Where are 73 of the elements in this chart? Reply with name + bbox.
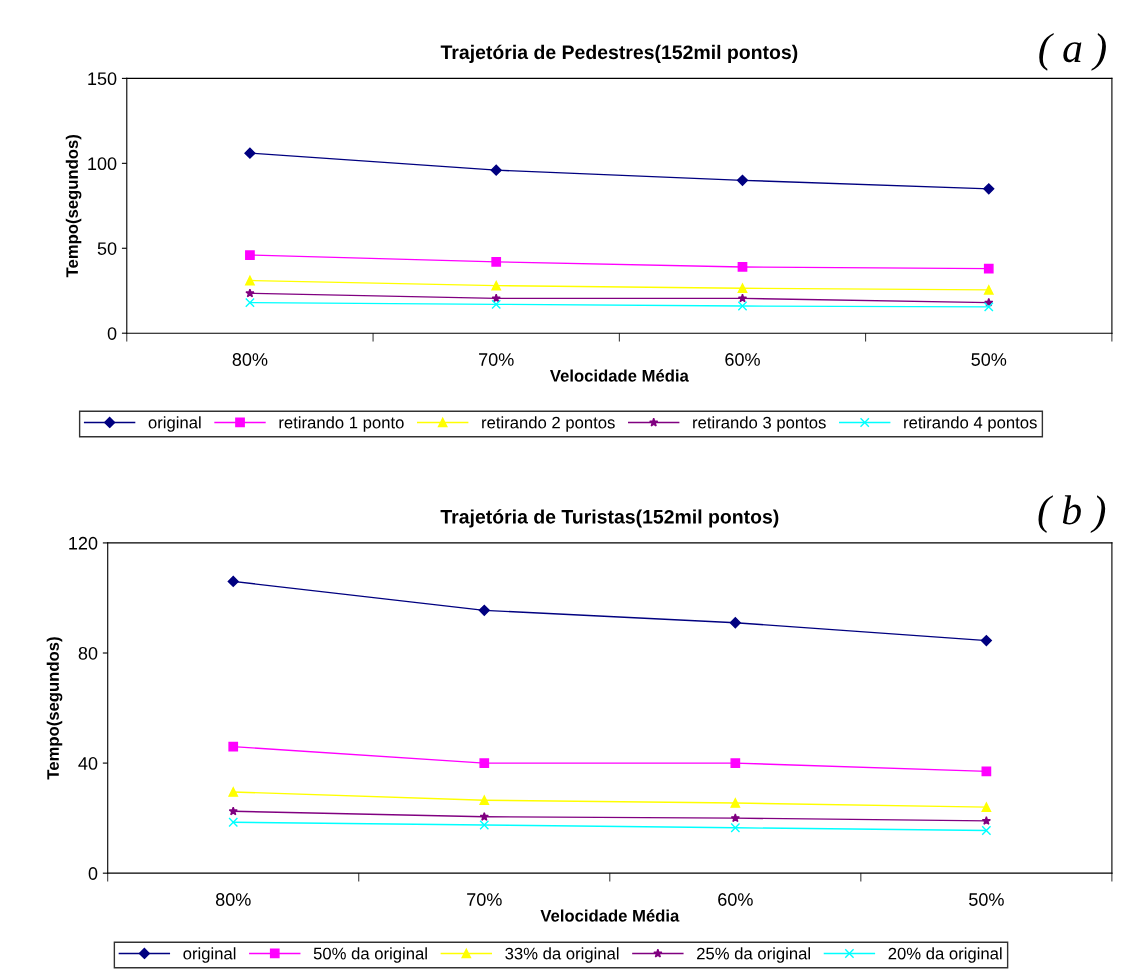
point bbox=[491, 256, 502, 267]
point bbox=[983, 183, 995, 195]
y-axis-title: Tempo(segundos) bbox=[65, 135, 82, 278]
point bbox=[490, 164, 502, 176]
point bbox=[245, 250, 255, 260]
point bbox=[981, 766, 992, 777]
y-tick-label: 0 bbox=[88, 867, 98, 880]
point bbox=[245, 297, 255, 308]
point bbox=[983, 302, 994, 312]
x-tick-label: 60% bbox=[718, 893, 753, 906]
point bbox=[737, 283, 748, 294]
x-tick-label: 60% bbox=[725, 353, 760, 366]
legend-label: 50% da original bbox=[313, 947, 427, 963]
x-tick-label: 70% bbox=[479, 353, 514, 366]
point bbox=[730, 822, 741, 833]
point bbox=[244, 147, 256, 159]
point bbox=[245, 275, 255, 286]
x-axis-title: Velocidade Média bbox=[549, 369, 689, 382]
point bbox=[227, 575, 239, 588]
x-tick-label: 80% bbox=[215, 893, 251, 906]
legend-label: original bbox=[148, 416, 201, 432]
point bbox=[491, 280, 502, 291]
legend-label: 20% da original bbox=[888, 947, 1002, 963]
x-tick-label: 50% bbox=[969, 893, 1004, 906]
point bbox=[228, 806, 238, 816]
point bbox=[479, 820, 490, 830]
y-tick-label: 40 bbox=[78, 757, 98, 770]
point bbox=[730, 798, 741, 808]
point bbox=[981, 816, 992, 825]
x-tick-label: 70% bbox=[467, 893, 502, 906]
chart-title: Trajetória de Pedestres(152mil pontos) bbox=[440, 44, 798, 63]
legend-label: retirando 4 pontos bbox=[904, 416, 1037, 432]
point bbox=[245, 288, 255, 298]
legend-label: 33% da original bbox=[505, 947, 619, 963]
y-tick-label: 120 bbox=[69, 536, 98, 550]
point bbox=[737, 301, 748, 311]
chart-title: Trajetória de Turistas(152mil pontos) bbox=[440, 509, 779, 528]
point bbox=[228, 741, 239, 752]
y-axis-title: Tempo(segundos) bbox=[46, 637, 63, 780]
point bbox=[737, 262, 748, 272]
legend-label: retirando 3 pontos bbox=[693, 416, 826, 432]
x-tick-label: 50% bbox=[971, 353, 1007, 366]
point bbox=[730, 758, 741, 768]
y-tick-label: 0 bbox=[107, 327, 117, 340]
legend-label: original bbox=[183, 947, 236, 963]
y-tick-label: 100 bbox=[88, 157, 117, 171]
point bbox=[479, 795, 490, 806]
legend-label: retirando 2 pontos bbox=[482, 416, 615, 432]
point bbox=[479, 758, 490, 768]
point bbox=[730, 813, 740, 823]
point bbox=[491, 299, 502, 310]
point bbox=[228, 787, 239, 797]
point bbox=[737, 293, 748, 303]
point bbox=[983, 263, 994, 274]
point bbox=[228, 817, 239, 828]
point bbox=[983, 285, 994, 295]
point bbox=[980, 635, 992, 647]
text: ( a ) bbox=[1039, 32, 1106, 71]
point bbox=[981, 802, 992, 812]
point bbox=[479, 811, 489, 821]
legend-label: 25% da original bbox=[697, 947, 810, 963]
y-tick-label: 150 bbox=[88, 72, 117, 86]
legend-label: retirando 1 ponto bbox=[279, 416, 404, 432]
x-tick-label: 80% bbox=[232, 353, 268, 366]
y-tick-label: 80 bbox=[78, 646, 98, 660]
point bbox=[729, 617, 741, 629]
y-tick-label: 50 bbox=[97, 242, 117, 255]
point bbox=[981, 825, 992, 836]
point bbox=[491, 293, 501, 303]
point bbox=[736, 174, 749, 186]
text: ( b ) bbox=[1038, 495, 1106, 534]
x-axis-title: Velocidade Média bbox=[540, 909, 680, 922]
point bbox=[478, 604, 490, 616]
